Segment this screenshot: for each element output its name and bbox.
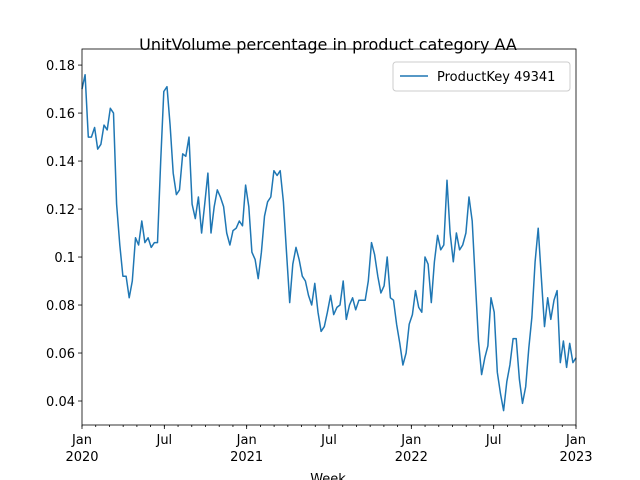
x-tick-label: Jan 2021	[230, 433, 263, 465]
x-tick-label: Jul	[485, 433, 502, 448]
x-tick-label: Jul	[320, 433, 337, 448]
plot-frame	[81, 48, 577, 426]
y-tick-label: 0.12	[46, 203, 75, 218]
x-tick-label: Jul	[155, 433, 172, 448]
y-tick-label: 0.16	[46, 107, 75, 122]
x-tick-label: Jan 2022	[395, 433, 428, 465]
chart-title: UnitVolume percentage in product categor…	[139, 35, 517, 54]
y-tick-label: 0.18	[46, 59, 75, 74]
x-tick-label: Jan 2020	[65, 433, 98, 465]
legend-label: ProductKey 49341	[437, 70, 555, 85]
x-tick-label: Jan 2023	[559, 433, 592, 465]
y-tick-label: 0.04	[46, 395, 75, 410]
y-tick-label: 0.08	[46, 299, 75, 314]
y-tick-label: 0.14	[46, 155, 75, 170]
legend-box	[392, 61, 571, 92]
y-tick-label: 0.06	[46, 347, 75, 362]
line-series	[81, 73, 577, 412]
y-tick-label: 0.1	[54, 251, 75, 266]
x-axis-label: Week	[310, 472, 346, 480]
